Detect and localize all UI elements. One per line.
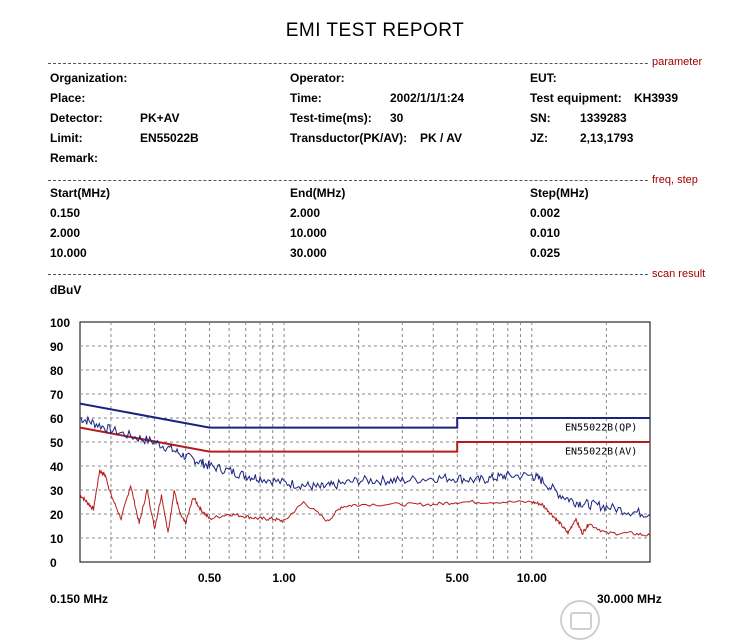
x-tick-label: 0.50 [198,571,222,585]
freq-row-1-start: 0.150 [50,206,81,220]
scan-result-section-label: scan result [648,268,706,280]
test-time-value: 30 [390,111,404,125]
test-time-label: Test-time(ms): [290,111,372,125]
parameter-section-label: parameter [648,56,703,68]
detector-label: Detector: [50,111,103,125]
x-tick-label: 1.00 [272,571,296,585]
scan-result-separator [48,274,698,275]
peak-trace-line [80,415,650,518]
qp-limit-series-label: EN55022B(QP) [565,423,637,434]
jz-value: 2,13,1793 [580,131,634,145]
y-tick-label: 60 [50,412,64,426]
y-tick-label: 90 [50,340,64,354]
qp-limit-line [80,402,650,429]
y-tick-label: 40 [50,460,64,474]
transductor-label: Transductor(PK/AV): [290,131,408,145]
y-tick-label: 50 [50,436,64,450]
freq-row-3-start: 10.000 [50,246,87,260]
average-trace-line [80,468,650,537]
freq-row-2-step: 0.010 [530,226,561,240]
time-value: 2002/1/1/1:24 [390,91,465,105]
detector-value: PK+AV [140,111,180,125]
freq-row-3-end: 30.000 [290,246,327,260]
freq-row-1-end: 2.000 [290,206,321,220]
av-limit-line [80,426,650,453]
organization-label: Organization: [50,71,128,85]
test-equipment-label: Test equipment: [530,91,622,105]
freq-row-2-end: 10.000 [290,226,327,240]
x-tick-label: 5.00 [446,571,470,585]
transductor-value: PK / AV [420,131,463,145]
limit-value: EN55022B [140,131,199,145]
y-axis-unit-label: dBuV [50,283,82,297]
x-tick-label: 10.00 [517,571,547,585]
eut-label: EUT: [530,71,557,85]
remark-label: Remark: [50,151,99,165]
operator-label: Operator: [290,71,345,85]
freq-row-1-step: 0.002 [530,206,561,220]
x-start-label: 0.150 MHz [50,592,109,606]
y-tick-label: 0 [50,556,57,570]
sn-value: 1339283 [580,111,627,125]
test-equipment-value: KH3939 [634,91,679,105]
freq-step-section-label: freq, step [648,174,698,186]
parameter-separator [48,63,698,64]
y-tick-label: 10 [50,532,64,546]
sn-label: SN: [530,111,551,125]
y-tick-label: 100 [50,316,70,330]
y-tick-label: 80 [50,364,64,378]
y-tick-label: 20 [50,508,64,522]
end-header: End(MHz) [290,186,346,200]
step-header: Step(MHz) [530,186,589,200]
start-header: Start(MHz) [50,186,110,200]
x-end-label: 30.000 MHz [597,592,662,606]
freq-row-3-step: 0.025 [530,246,561,260]
limit-label: Limit: [50,131,83,145]
freq-step-separator [48,180,698,181]
report-title: EMI TEST REPORT [285,20,465,41]
time-label: Time: [290,91,322,105]
watermark-logo-icon [560,600,600,640]
place-label: Place: [50,91,86,105]
jz-label: JZ: [530,131,548,145]
y-tick-label: 30 [50,484,64,498]
av-limit-series-label: EN55022B(AV) [565,447,637,458]
freq-row-2-start: 2.000 [50,226,81,240]
y-tick-label: 70 [50,388,64,402]
